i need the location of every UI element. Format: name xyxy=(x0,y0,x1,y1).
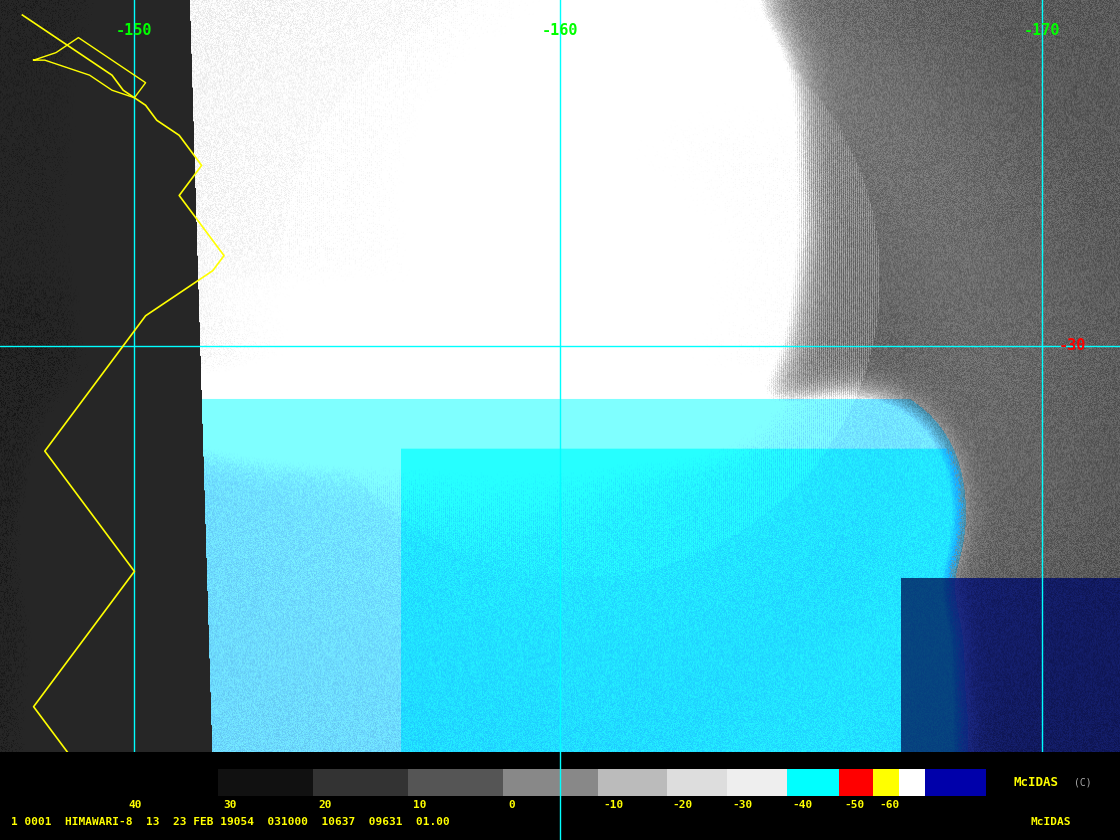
Text: -30: -30 xyxy=(732,801,753,811)
Text: (C): (C) xyxy=(1074,778,1092,788)
Bar xyxy=(839,769,874,796)
Bar xyxy=(123,769,218,796)
Bar xyxy=(408,769,503,796)
Text: -150: -150 xyxy=(116,23,152,38)
Text: -60: -60 xyxy=(879,801,899,811)
Text: 30: 30 xyxy=(224,801,237,811)
Bar xyxy=(666,769,727,796)
Text: McIDAS: McIDAS xyxy=(1014,776,1058,789)
Text: -40: -40 xyxy=(793,801,813,811)
Text: 40: 40 xyxy=(129,801,142,811)
Bar xyxy=(727,769,787,796)
Bar xyxy=(312,769,408,796)
Bar xyxy=(503,769,598,796)
Bar xyxy=(787,769,839,796)
Text: McIDAS: McIDAS xyxy=(1030,816,1071,827)
Text: -30: -30 xyxy=(1060,339,1086,354)
Text: 1 0001  HIMAWARI-8  13  23 FEB 19054  031000  10637  09631  01.00: 1 0001 HIMAWARI-8 13 23 FEB 19054 031000… xyxy=(11,816,450,827)
Text: -160: -160 xyxy=(542,23,578,38)
Text: -170: -170 xyxy=(1024,23,1060,38)
Bar xyxy=(899,769,925,796)
Bar xyxy=(874,769,899,796)
Text: -50: -50 xyxy=(844,801,865,811)
Bar xyxy=(925,769,986,796)
Bar xyxy=(598,769,666,796)
Text: 20: 20 xyxy=(318,801,332,811)
Text: 10: 10 xyxy=(413,801,427,811)
Text: 0: 0 xyxy=(508,801,515,811)
Text: -10: -10 xyxy=(604,801,624,811)
Text: -20: -20 xyxy=(672,801,692,811)
Bar xyxy=(218,769,312,796)
